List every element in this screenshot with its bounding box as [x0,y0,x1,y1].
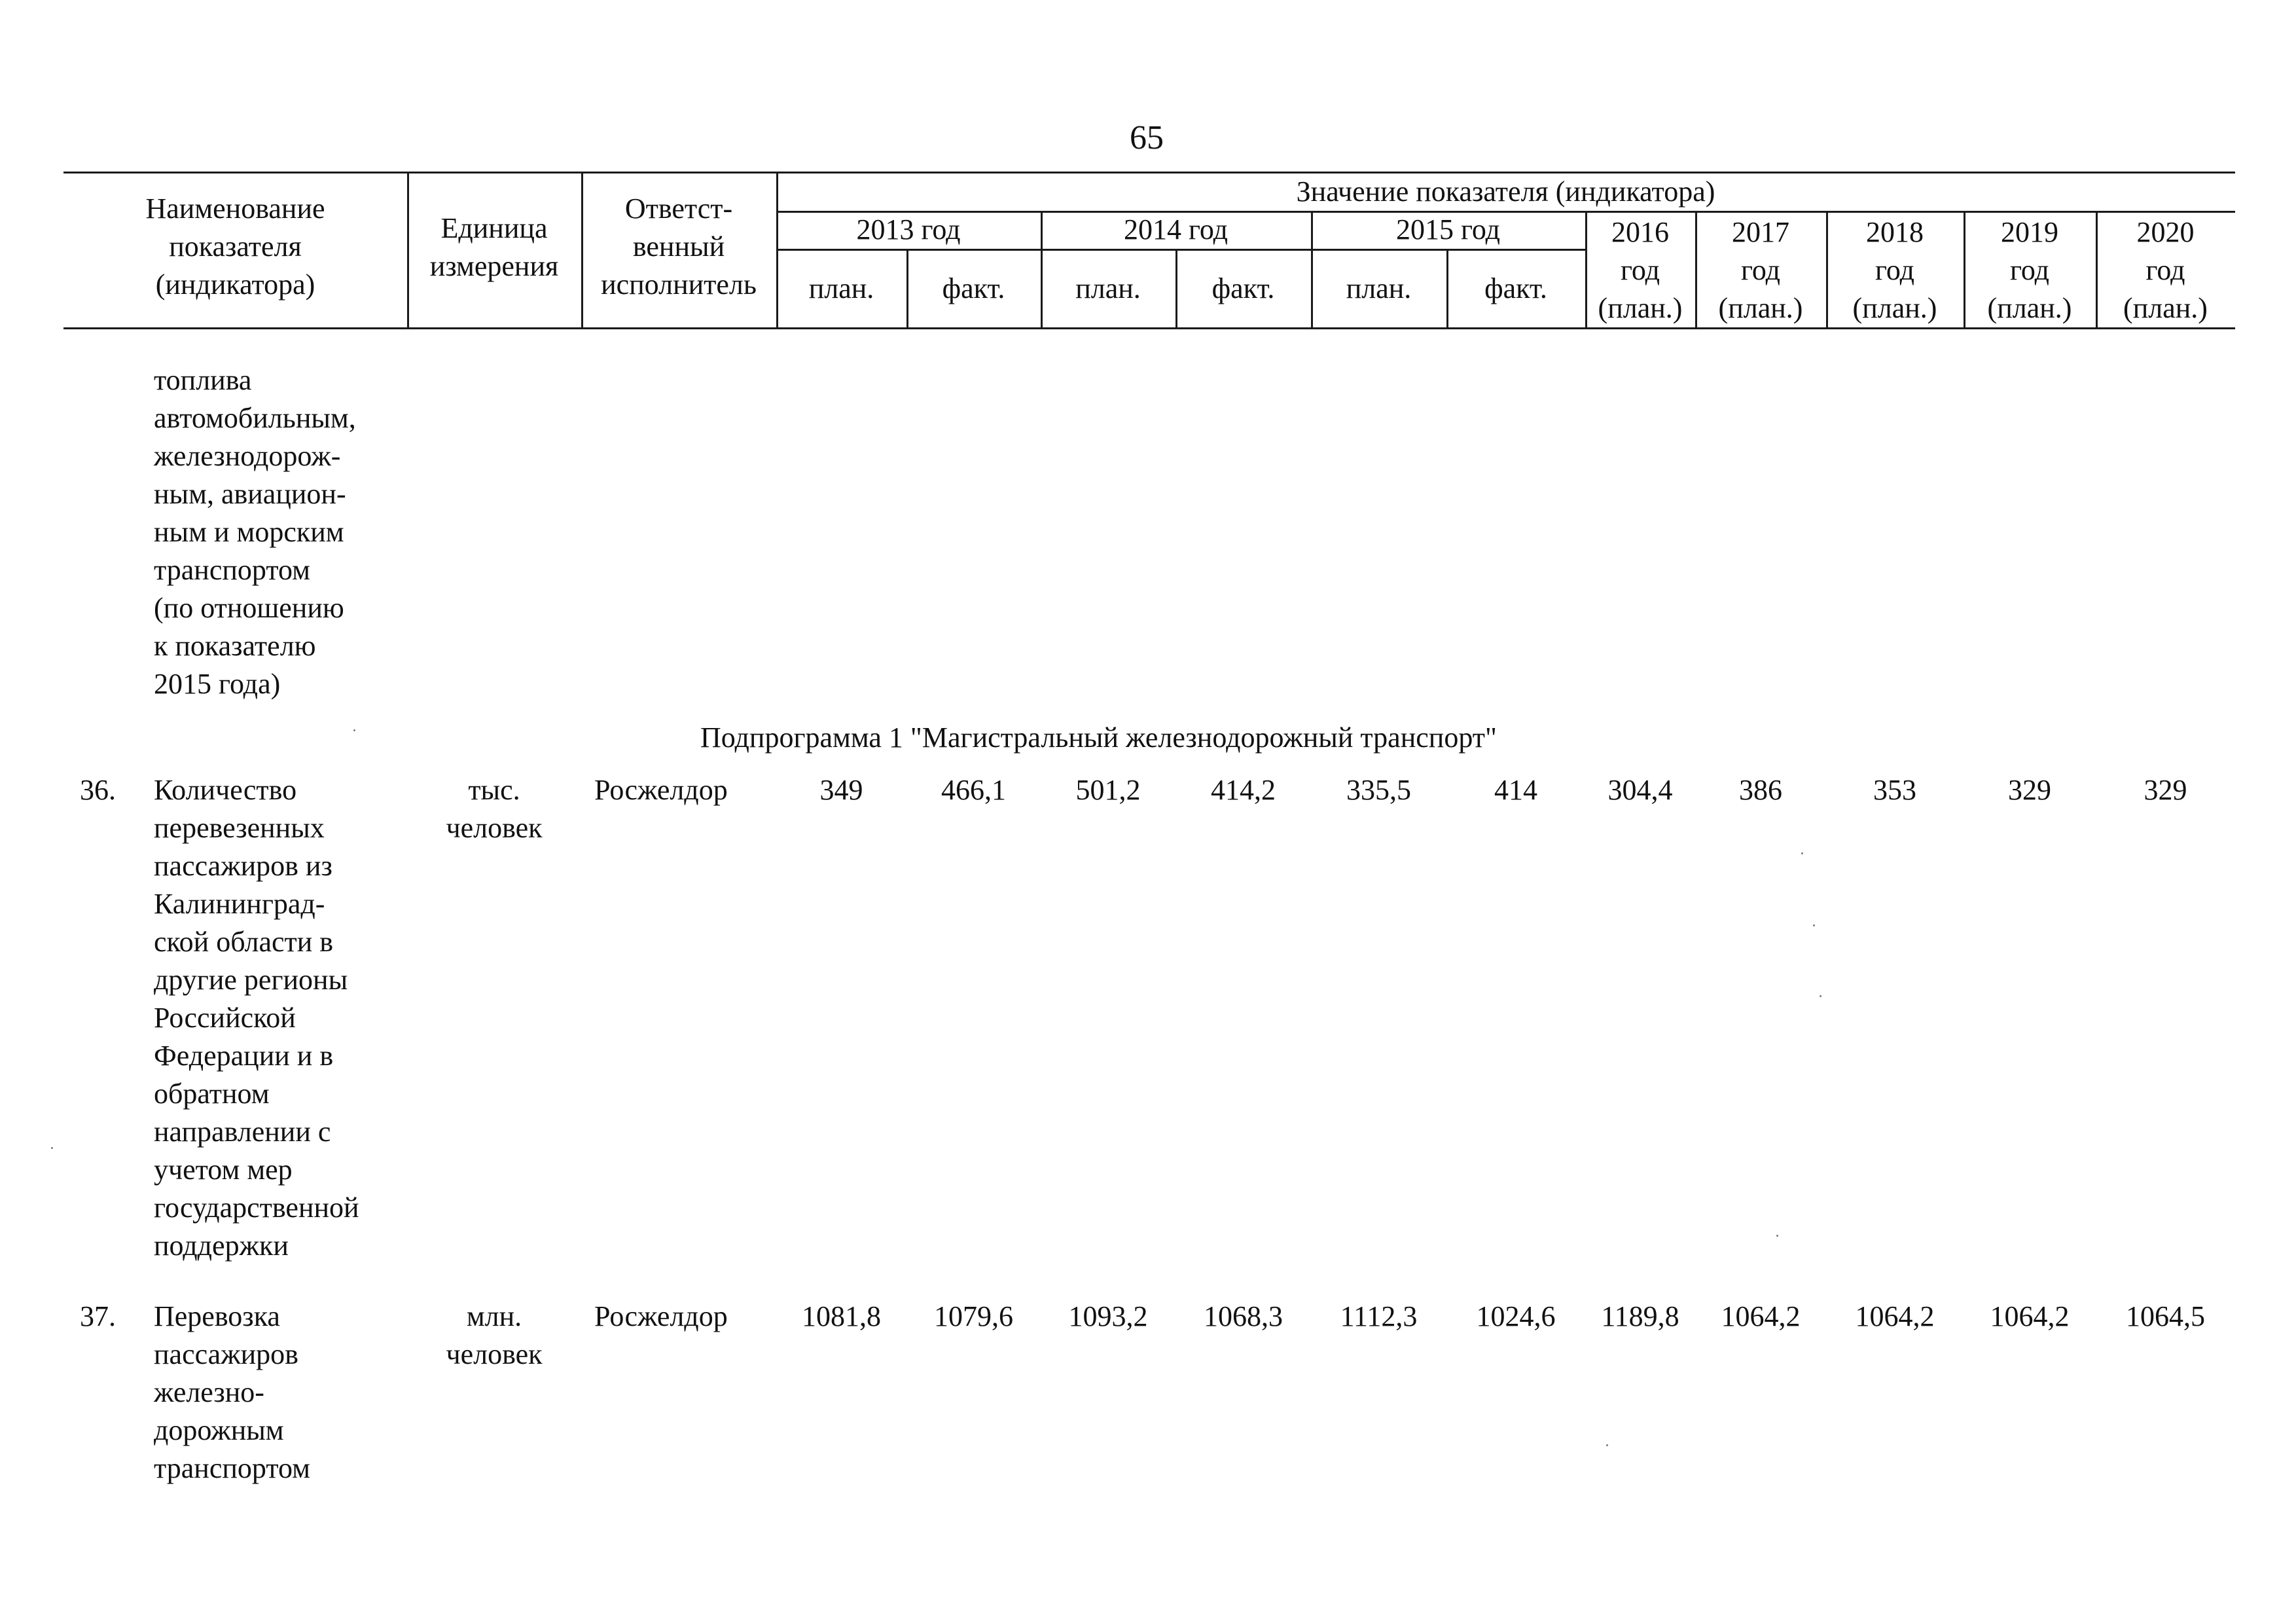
header-year-2017-plan: 2017 год (план.) [1718,216,1803,324]
header-year-2015: 2015 год [1395,213,1501,246]
col-divider [776,172,778,327]
scan-speck [1776,1235,1778,1237]
scan-speck [1813,924,1815,926]
value-2017-plan: 386 [1739,774,1782,806]
header-plan-2013: план. [808,272,874,304]
header-year-2013: 2013 год [856,213,961,246]
value-2016-plan: 304,4 [1607,774,1673,806]
col-divider [581,172,583,327]
header-fact-2014: факт. [1211,272,1275,304]
value-2018-plan: 1064,2 [1855,1300,1935,1332]
value-2015-fact: 414 [1494,774,1537,806]
header-year-2014: 2014 год [1123,213,1229,246]
scan-speck [51,1147,53,1149]
col-divider [1826,211,1828,327]
header-fact-2013: факт. [942,272,1005,304]
header-name-column: Наименование показателя (индикатора) [145,192,325,301]
header-year-rule [776,211,2235,213]
scan-speck [1820,995,1821,997]
value-2018-plan: 353 [1873,774,1916,806]
value-2013-plan: 349 [819,774,863,806]
col-divider [1585,211,1587,327]
value-2014-fact: 1068,3 [1204,1300,1283,1332]
value-2016-plan: 1189,8 [1601,1300,1679,1332]
executor-cell: Росжелдор [594,774,728,806]
value-2014-plan: 501,2 [1075,774,1141,806]
row-number: 37. [80,1300,116,1332]
value-2015-plan: 1112,3 [1340,1300,1418,1332]
header-value-group: Значение показателя (индикатора) [1296,175,1715,208]
header-plan-2015: план. [1346,272,1412,304]
col-divider [1041,211,1043,327]
executor-cell: Росжелдор [594,1300,728,1332]
subprogram-title: Подпрограмма 1 "Магистральный железнодор… [700,721,1497,754]
col-divider [1695,211,1697,327]
col-divider [2096,211,2098,327]
value-2014-fact: 414,2 [1211,774,1276,806]
header-executor-column: Ответст- венный исполнитель [601,192,757,301]
header-fact-2015: факт. [1484,272,1547,304]
value-2014-plan: 1093,2 [1068,1300,1148,1332]
page-number: 65 [1130,119,1164,156]
scan-speck [353,729,355,731]
col-divider [1175,249,1177,327]
header-year-2020-plan: 2020 год (план.) [2123,216,2208,324]
header-year-2019-plan: 2019 год (план.) [1987,216,2072,324]
header-unit-column: Единица измерения [429,212,559,282]
col-divider [1446,249,1448,327]
value-2013-plan: 1081,8 [802,1300,881,1332]
header-planfact-rule [776,249,1585,251]
header-year-2016-plan: 2016 год (план.) [1598,216,1683,324]
header-year-2018-plan: 2018 год (план.) [1852,216,1937,324]
scan-speck [1801,852,1803,854]
value-2020-plan: 329 [2144,774,2187,806]
value-2015-plan: 335,5 [1346,774,1411,806]
continuation-indicator-name: топлива автомобильным, железнодорож- ным… [154,364,356,700]
unit-cell: млн. человек [446,1300,543,1370]
col-divider [906,249,908,327]
header-top-rule [63,172,2235,173]
value-2017-plan: 1064,2 [1721,1300,1801,1332]
header-bottom-rule [63,327,2235,329]
col-divider [1964,211,1965,327]
value-2015-fact: 1024,6 [1476,1300,1556,1332]
col-divider [407,172,409,327]
value-2019-plan: 1064,2 [1990,1300,2070,1332]
value-2013-fact: 1079,6 [934,1300,1013,1332]
unit-cell: тыс. человек [446,774,543,844]
indicator-name: Количество перевезенных пассажиров из Ка… [154,774,359,1262]
row-number: 36. [80,774,116,806]
scan-speck [1606,1444,1608,1446]
value-2020-plan: 1064,5 [2126,1300,2205,1332]
value-2013-fact: 466,1 [941,774,1006,806]
header-plan-2014: план. [1075,272,1141,304]
col-divider [1311,211,1313,327]
indicator-name: Перевозка пассажиров железно- дорожным т… [154,1300,310,1484]
value-2019-plan: 329 [2008,774,2051,806]
